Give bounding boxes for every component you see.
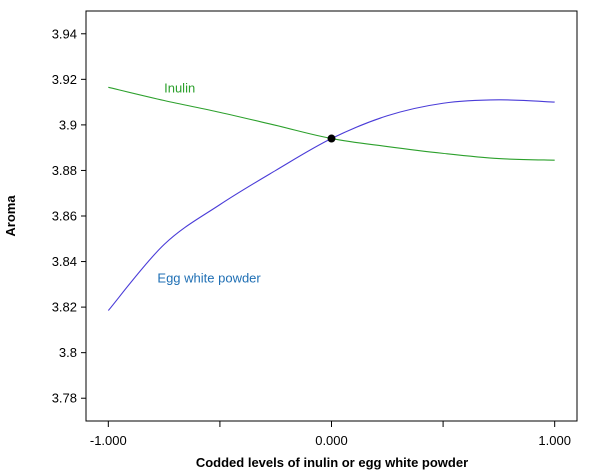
y-axis: 3.78 3.8 3.82 3.84 3.86 3.88 3.9 3.92 3.94: [52, 26, 86, 406]
y-tick-label: 3.94: [52, 26, 77, 41]
y-tick-label: 3.8: [59, 345, 77, 360]
plot-area: [85, 10, 578, 422]
series-labels: Inulin Egg white powder: [157, 81, 261, 286]
x-tick-label: -1.000: [90, 433, 127, 448]
series-label: Egg white powder: [157, 270, 261, 285]
series-lines: [107, 86, 555, 311]
y-axis-title: Aroma: [3, 195, 18, 237]
y-tick-label: 3.78: [52, 391, 77, 406]
y-tick-label: 3.9: [59, 117, 77, 132]
y-tick-label: 3.86: [52, 209, 77, 224]
y-tick-label: 3.84: [52, 254, 77, 269]
x-tick-label: 0.000: [315, 433, 348, 448]
series-line-egg-white-powder: [107, 99, 555, 311]
intersection-point: [327, 134, 336, 143]
x-axis-title: Codded levels of inulin or egg white pow…: [196, 455, 468, 470]
y-tick-label: 3.82: [52, 300, 77, 315]
series-label: Inulin: [164, 81, 195, 96]
y-tick-label: 3.92: [52, 72, 77, 87]
x-axis: -1.000 0.000 1.000: [90, 421, 571, 448]
x-tick-label: 1.000: [538, 433, 571, 448]
y-tick-label: 3.88: [52, 163, 77, 178]
